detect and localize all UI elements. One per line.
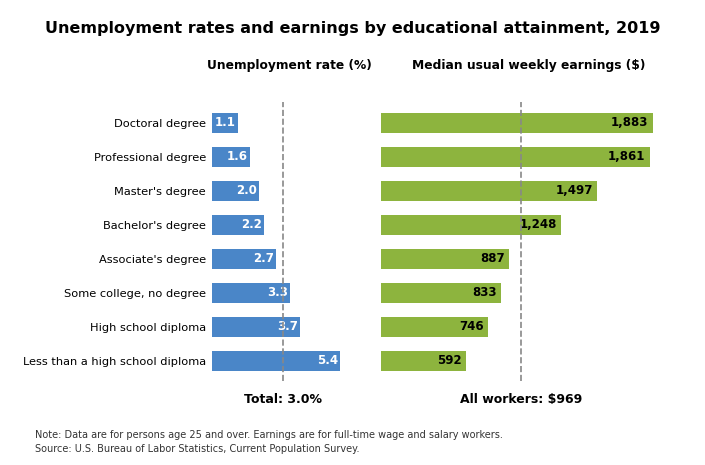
Bar: [212, 214, 264, 235]
Bar: [381, 283, 501, 303]
Text: Total: 3.0%: Total: 3.0%: [244, 393, 322, 406]
Text: 1,497: 1,497: [556, 184, 593, 197]
Text: 2.2: 2.2: [241, 218, 262, 231]
Text: Median usual weekly earnings ($): Median usual weekly earnings ($): [412, 59, 646, 72]
Text: 1.6: 1.6: [227, 150, 247, 163]
Text: Note: Data are for persons age 25 and over. Earnings are for full-time wage and : Note: Data are for persons age 25 and ov…: [35, 430, 503, 440]
Bar: [212, 317, 300, 337]
Bar: [381, 214, 561, 235]
Bar: [381, 180, 597, 201]
Bar: [212, 113, 238, 133]
Bar: [381, 249, 509, 269]
Bar: [381, 146, 649, 167]
Text: 887: 887: [480, 252, 505, 266]
Text: 3.7: 3.7: [277, 320, 298, 333]
Bar: [212, 249, 276, 269]
Bar: [212, 180, 259, 201]
Text: 2.7: 2.7: [253, 252, 274, 266]
Text: 1,248: 1,248: [520, 218, 557, 231]
Text: 1,883: 1,883: [611, 116, 649, 129]
Bar: [212, 351, 341, 371]
Text: 3.3: 3.3: [267, 286, 288, 299]
Bar: [381, 317, 489, 337]
Text: 1,861: 1,861: [608, 150, 645, 163]
Text: 592: 592: [437, 354, 462, 367]
Bar: [381, 113, 653, 133]
Text: 746: 746: [460, 320, 484, 333]
Bar: [212, 146, 250, 167]
Text: Source: U.S. Bureau of Labor Statistics, Current Population Survey.: Source: U.S. Bureau of Labor Statistics,…: [35, 444, 360, 454]
Text: All workers: $969: All workers: $969: [460, 393, 582, 406]
Bar: [212, 283, 290, 303]
Text: 1.1: 1.1: [215, 116, 236, 129]
Text: 2.0: 2.0: [236, 184, 257, 197]
Text: Unemployment rate (%): Unemployment rate (%): [207, 59, 372, 72]
Text: Unemployment rates and earnings by educational attainment, 2019: Unemployment rates and earnings by educa…: [44, 21, 661, 36]
Bar: [381, 351, 466, 371]
Text: 833: 833: [472, 286, 497, 299]
Text: 5.4: 5.4: [317, 354, 338, 367]
